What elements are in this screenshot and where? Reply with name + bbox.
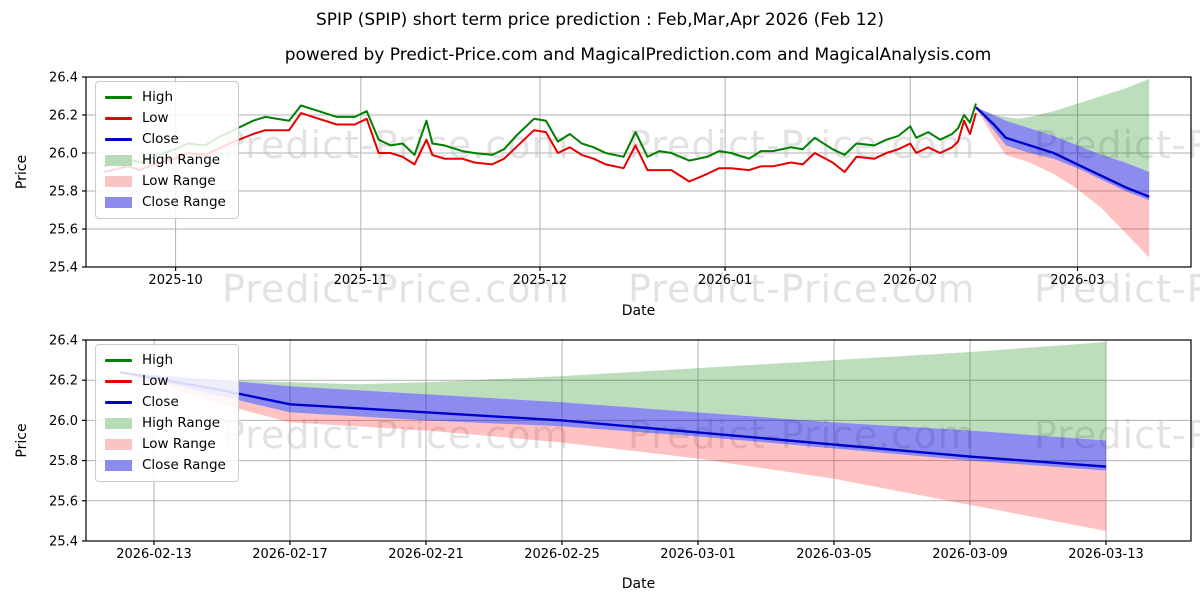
y-tick-label: 26.2 (49, 374, 78, 389)
legend-item-close-range: Close Range (105, 458, 226, 473)
x-tick-label: 2026-02 (883, 273, 937, 288)
x-tick-label: 2025-10 (148, 273, 202, 288)
legend-high-range-swatch (105, 417, 132, 429)
figure-subtitle: powered by Predict-Price.com and Magical… (284, 45, 992, 65)
y-tick-label: 26.0 (49, 147, 78, 162)
legend-high-range-swatch (105, 154, 132, 166)
legend-label: High Range (142, 151, 221, 168)
legend-label: Close (142, 130, 179, 147)
y-tick-label: 25.4 (49, 535, 78, 550)
x-tick-label: 2026-03 (1050, 273, 1104, 288)
legend-label: High Range (142, 414, 221, 431)
legend-close-range-swatch (105, 196, 132, 208)
y-tick-label: 26.0 (49, 414, 78, 429)
close-forecast-line (119, 370, 1107, 468)
legend-item-low-range: Low Range (105, 174, 226, 189)
legend-item-high-range: High Range (105, 416, 226, 431)
y-axis-label: Price (14, 155, 30, 189)
y-tick-label: 26.4 (49, 334, 78, 349)
legend-label: High (142, 351, 174, 368)
legend-low-range-swatch (105, 438, 132, 450)
legend-label: Close Range (142, 193, 226, 210)
y-tick-label: 25.8 (49, 454, 78, 469)
x-tick-label: 2026-03-13 (1068, 547, 1144, 562)
y-tick-label: 26.4 (49, 71, 78, 86)
legend-label: High (142, 88, 174, 105)
legend-item-high-range: High Range (105, 153, 226, 168)
plot-border (85, 76, 1192, 268)
legend-label: Low Range (142, 172, 216, 189)
legend-item-close-range: Close Range (105, 195, 226, 210)
legend-label: Close Range (142, 456, 226, 473)
legend-top-chart: High Low Close High Range Low Range Close Ran… (95, 81, 239, 219)
figure-title: SPIP (SPIP) short term price prediction … (316, 10, 884, 30)
y-tick-label: 25.4 (49, 261, 78, 276)
legend-item-low: Low (105, 111, 226, 126)
high-range-band (975, 78, 1150, 172)
legend-item-close: Close (105, 395, 226, 410)
y-tick-label: 25.6 (49, 494, 78, 509)
legend-label: Low (142, 109, 169, 126)
high-range-band (120, 342, 1106, 441)
x-tick-label: 2026-03-09 (932, 547, 1008, 562)
low-line (103, 112, 977, 183)
y-axis-label: Price (14, 423, 30, 457)
price-history-and-forecast-plot: 25.4 25.6 25.8 26.0 26.2 26.4 2025-10 2025-11 20… (14, 71, 1192, 319)
x-tick-label: 2026-01 (698, 273, 752, 288)
legend-item-high: High (105, 353, 226, 368)
legend-low-swatch (105, 116, 132, 120)
x-tick-label: 2026-03-01 (660, 547, 736, 562)
high-line (103, 103, 977, 168)
legend-close-swatch (105, 400, 132, 404)
x-tick-label: 2025-11 (334, 273, 388, 288)
plot-border (85, 339, 1192, 542)
legend-item-high: High (105, 90, 226, 105)
legend-label: Close (142, 393, 179, 410)
x-tick-label: 2026-02-17 (252, 547, 328, 562)
legend-item-low-range: Low Range (105, 437, 226, 452)
legend-label: Low Range (142, 435, 216, 452)
x-axis-label: Date (622, 576, 655, 592)
x-tick-label: 2025-12 (513, 273, 567, 288)
legend-low-range-swatch (105, 175, 132, 187)
forecast-detail-plot: 25.4 25.6 25.8 26.0 26.2 26.4 2026-02-13 2026-0… (14, 334, 1192, 592)
x-tick-label: 2026-03-05 (796, 547, 872, 562)
y-tick-label: 25.6 (49, 223, 78, 238)
x-tick-label: 2026-02-25 (524, 547, 600, 562)
y-tick-label: 26.2 (49, 109, 78, 124)
legend-bottom-chart: High Low Close High Range Low Range Close Ran… (95, 344, 239, 482)
close-forecast-line (975, 106, 1150, 198)
legend-close-range-swatch (105, 459, 132, 471)
legend-item-low: Low (105, 374, 226, 389)
y-tick-label: 25.8 (49, 185, 78, 200)
x-tick-label: 2026-02-13 (116, 547, 192, 562)
legend-low-swatch (105, 379, 132, 383)
legend-item-close: Close (105, 132, 226, 147)
x-tick-label: 2026-02-21 (388, 547, 464, 562)
legend-close-swatch (105, 137, 132, 141)
legend-label: Low (142, 372, 169, 389)
legend-high-swatch (105, 358, 132, 362)
x-axis-label: Date (622, 303, 655, 319)
legend-high-swatch (105, 95, 132, 99)
